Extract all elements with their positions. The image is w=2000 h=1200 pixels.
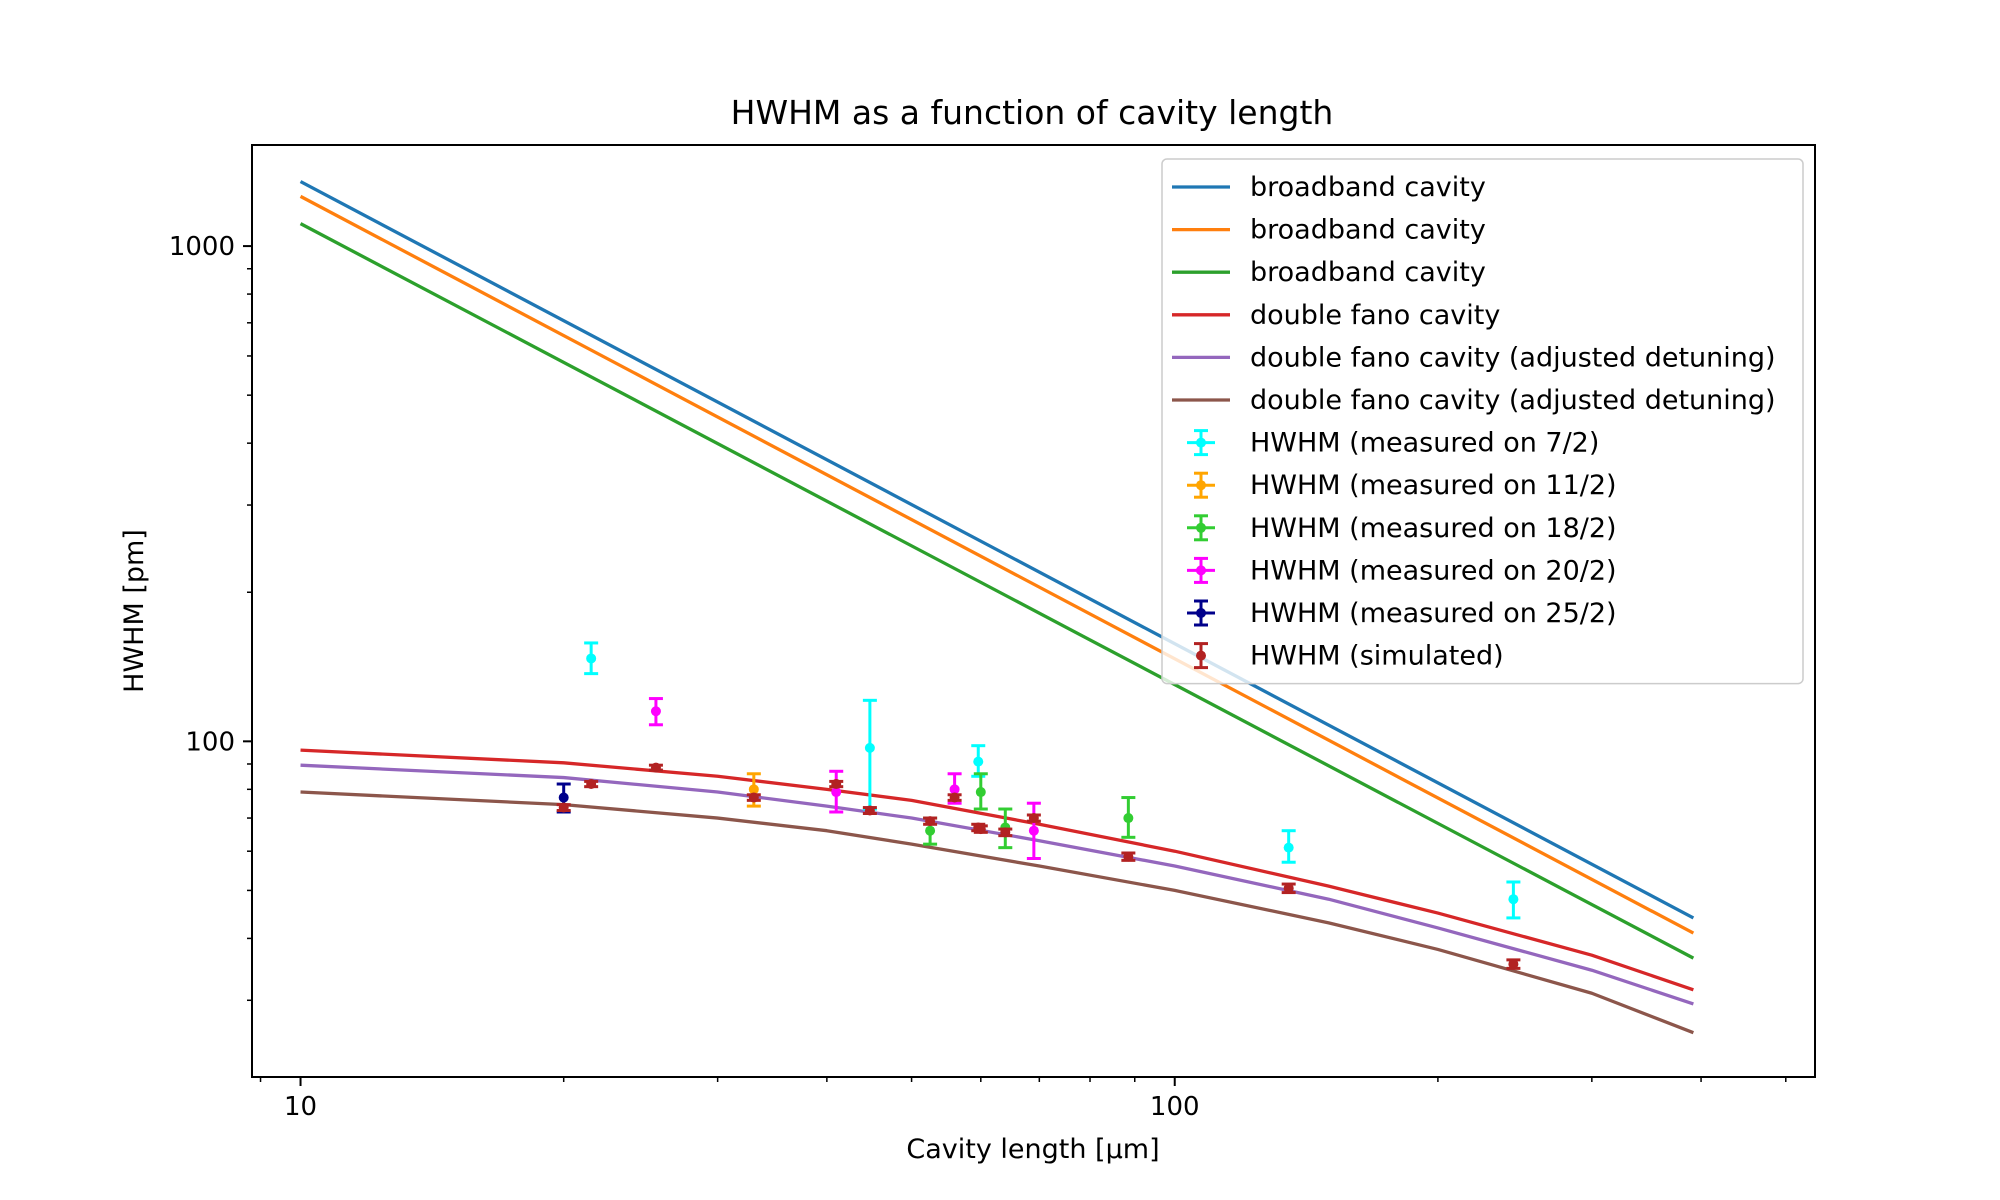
x-tick-label-1: 100 [1150, 1092, 1200, 1122]
legend-label-3: double fano cavity [1250, 300, 1500, 331]
legend-handle-dot-6 [1196, 437, 1206, 448]
data-point-11-6 [925, 816, 936, 827]
errorbar-series-11 [556, 762, 1521, 970]
x-tick-label-0: 10 [284, 1092, 317, 1122]
data-point-11-5 [864, 805, 875, 816]
legend-handle-dot-9 [1196, 565, 1206, 576]
data-point-9-2 [949, 784, 960, 795]
data-point-11-13 [1283, 883, 1294, 894]
legend-label-1: broadband cavity [1250, 215, 1486, 246]
data-point-11-12 [1123, 851, 1134, 862]
data-point-8-0 [925, 825, 936, 836]
data-point-8-1 [975, 787, 986, 798]
legend-box [1161, 158, 1804, 685]
legend-label-4: double fano cavity (adjusted detuning) [1250, 342, 1776, 373]
legend-label-9: HWHM (measured on 20/2) [1250, 555, 1617, 586]
data-point-9-3 [1028, 825, 1039, 836]
data-point-6-0 [586, 653, 597, 664]
series-line-4 [300, 763, 1694, 1006]
legend-label-0: broadband cavity [1250, 172, 1486, 203]
series-line-3 [300, 748, 1694, 992]
data-point-10-0 [558, 792, 569, 803]
y-tick-label-1: 1000 [169, 232, 235, 262]
data-point-11-7 [949, 792, 960, 803]
data-point-11-9 [975, 824, 986, 835]
legend-label-8: HWHM (measured on 18/2) [1250, 513, 1617, 544]
legend-handle-dot-7 [1196, 480, 1206, 491]
errorbar-series-9 [648, 697, 1041, 860]
legend: broadband cavity broadband cavity broadban… [1161, 158, 1804, 685]
data-point-11-11 [1028, 813, 1039, 824]
x-axis-label: Cavity length [µm] [906, 1134, 1159, 1165]
data-point-6-1 [864, 742, 875, 753]
data-point-11-10 [1000, 827, 1011, 838]
legend-label-5: double fano cavity (adjusted detuning) [1250, 385, 1776, 416]
series-line-1 [299, 194, 1695, 935]
series-line-2 [299, 222, 1695, 960]
data-point-8-3 [1123, 813, 1134, 824]
legend-label-10: HWHM (measured on 25/2) [1250, 598, 1617, 629]
data-point-7-0 [748, 784, 759, 795]
legend-label-6: HWHM (measured on 7/2) [1250, 428, 1599, 459]
data-point-6-2 [973, 756, 984, 767]
errorbar-series-8 [923, 772, 1136, 850]
data-point-11-4 [831, 779, 842, 790]
series-line-0 [299, 180, 1695, 920]
data-point-11-1 [586, 779, 597, 790]
plot-frame [251, 144, 1816, 1078]
data-point-11-3 [748, 792, 759, 803]
data-point-11-2 [650, 762, 661, 773]
series-line-5 [300, 790, 1694, 1035]
data-point-6-4 [1508, 894, 1519, 905]
y-axis-label: HWHM [pm] [119, 529, 150, 693]
plot-area [299, 180, 1695, 1035]
data-point-11-0 [558, 802, 569, 813]
legend-handle-dot-10 [1196, 608, 1206, 618]
legend-label-2: broadband cavity [1250, 257, 1486, 288]
data-point-9-1 [831, 787, 842, 798]
data-point-6-3 [1283, 842, 1294, 853]
y-tick-label-0: 100 [185, 727, 235, 757]
legend-handle-dot-11 [1196, 650, 1206, 661]
plot-series [299, 180, 1695, 1035]
legend-label-7: HWHM (measured on 11/2) [1250, 470, 1617, 501]
chart-title: HWHM as a function of cavity length [731, 93, 1334, 132]
legend-handle-dot-8 [1196, 522, 1206, 533]
data-point-9-0 [650, 706, 661, 717]
axes: 10 100 100 1000 [169, 232, 1787, 1122]
data-point-11-14 [1508, 959, 1519, 970]
legend-label-11: HWHM (simulated) [1250, 641, 1504, 672]
